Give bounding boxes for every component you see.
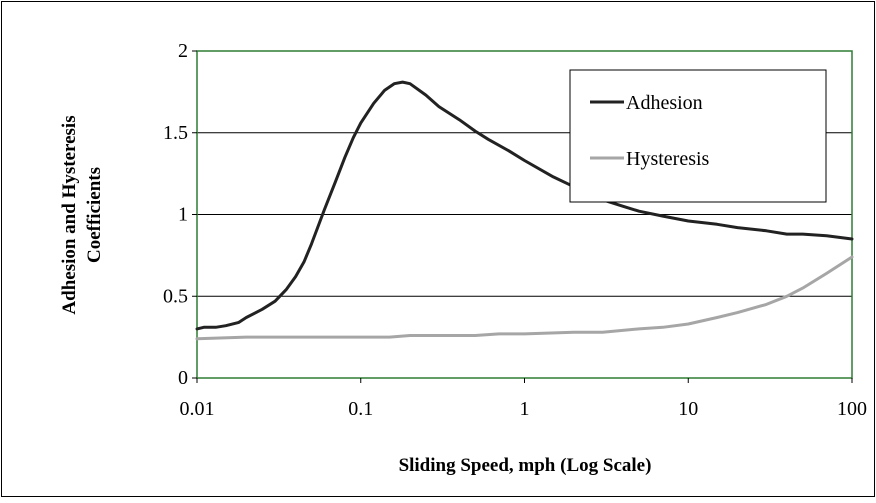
series-line-hysteresis xyxy=(195,255,854,341)
x-tick-label: 100 xyxy=(837,398,867,420)
series-line-adhesion xyxy=(195,80,854,331)
x-tick-label: 0.01 xyxy=(180,398,215,420)
legend-label-hysteresis: Hysteresis xyxy=(626,148,710,170)
tick-layer: 0 0.5 1 1.5 2 0.01 0.1 1 10 100 xyxy=(163,40,867,420)
series-layer xyxy=(195,80,854,341)
legend-label-adhesion: Adhesion xyxy=(626,92,703,114)
y-tick-label: 1.5 xyxy=(163,122,188,144)
legend-box xyxy=(569,69,827,203)
legend: Adhesion Hysteresis xyxy=(569,69,827,203)
x-tick-label: 10 xyxy=(678,398,698,420)
y-tick-label: 2 xyxy=(178,40,188,62)
x-tick-label: 1 xyxy=(520,398,530,420)
x-tick-label: 0.1 xyxy=(348,398,373,420)
y-tick-label: 0 xyxy=(178,367,188,389)
x-axis-title: Sliding Speed, mph (Log Scale) xyxy=(399,455,652,476)
y-axis-title-line-2: Coefficients xyxy=(84,167,105,263)
y-axis-title-line-1: Adhesion and Hysteresis xyxy=(59,115,80,314)
y-tick-label: 1 xyxy=(178,204,188,226)
y-tick-label: 0.5 xyxy=(163,285,188,307)
